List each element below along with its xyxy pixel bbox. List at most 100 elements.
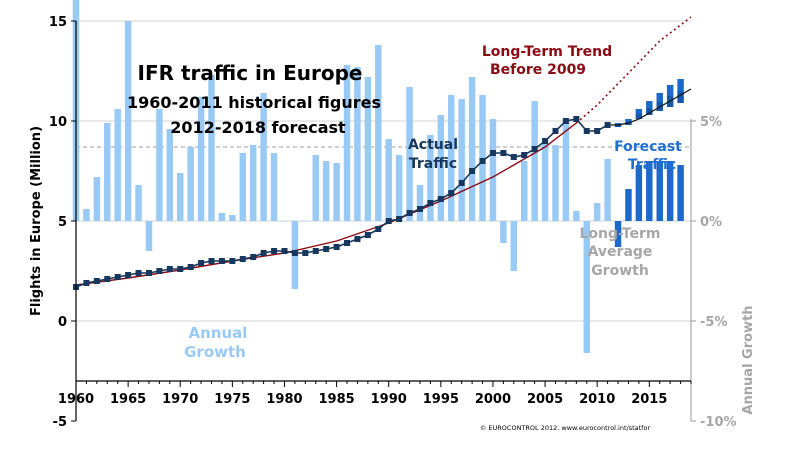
- actual-traffic-point: [218, 258, 225, 264]
- growth-bar: [364, 77, 372, 221]
- forecast-growth-bar: [635, 165, 643, 221]
- growth-bar: [562, 119, 570, 221]
- label-long-term-trend-2: Before 2009: [490, 62, 586, 78]
- actual-traffic-point: [354, 236, 361, 242]
- actual-traffic-point: [145, 270, 152, 276]
- traffic-lines: [73, 16, 692, 290]
- forecast-growth-bar: [646, 161, 653, 221]
- y-tick-label: 5: [58, 215, 67, 230]
- actual-traffic-point: [364, 232, 371, 238]
- growth-bar: [354, 67, 361, 221]
- actual-traffic-point: [489, 150, 496, 156]
- actual-traffic-point: [208, 258, 215, 264]
- actual-traffic-point: [562, 118, 569, 124]
- growth-bar: [416, 185, 424, 221]
- actual-traffic-point: [177, 266, 184, 272]
- actual-traffic-point: [583, 128, 590, 134]
- growth-bar: [135, 185, 142, 221]
- long-term-trend-line: [75, 122, 577, 286]
- actual-traffic-point: [604, 122, 611, 128]
- actual-traffic-point: [323, 246, 330, 252]
- actual-traffic-point: [302, 250, 309, 256]
- x-tick-label: 2015: [631, 392, 667, 407]
- growth-bar: [197, 97, 205, 221]
- actual-traffic-point: [542, 138, 549, 144]
- label-actual-1: Actual: [408, 137, 458, 153]
- actual-traffic-point: [114, 274, 121, 280]
- x-tick-label: 1965: [110, 392, 146, 407]
- actual-traffic-point: [406, 210, 413, 216]
- actual-traffic-point: [510, 154, 517, 160]
- y-tick-label-right: -5%: [700, 315, 727, 330]
- growth-bar: [468, 77, 476, 221]
- forecast-trend-line: [607, 88, 692, 126]
- growth-bar: [520, 161, 528, 221]
- growth-bar: [343, 65, 351, 221]
- chart-subtitle-2: 2012-2018 forecast: [170, 118, 346, 137]
- x-tick-label: 1980: [266, 392, 302, 407]
- forecast-low-block: [614, 125, 622, 127]
- long-term-trend-dotted: [575, 16, 692, 124]
- actual-traffic-point: [500, 150, 507, 156]
- growth-bar: [427, 135, 434, 221]
- growth-bar: [322, 161, 330, 221]
- growth-bar: [604, 159, 611, 221]
- growth-bar: [500, 221, 507, 243]
- label-annual-2: Growth: [184, 343, 246, 361]
- actual-traffic-point: [281, 248, 288, 254]
- actual-traffic-point: [552, 128, 559, 134]
- x-tick-label: 1975: [214, 392, 250, 407]
- growth-bar: [593, 203, 601, 221]
- y-tick-label-right: 5%: [700, 115, 722, 130]
- actual-traffic-point: [83, 280, 90, 286]
- y-tick-label: 10: [49, 115, 67, 130]
- actual-traffic-point: [521, 152, 528, 158]
- copyright-text: © EUROCONTROL 2012. www.eurocontrol.int/…: [480, 424, 651, 432]
- growth-bar: [145, 221, 153, 251]
- forecast-high-block: [656, 93, 663, 102]
- growth-bar: [239, 153, 247, 221]
- forecast-growth-bar: [625, 189, 632, 221]
- growth-bar: [218, 213, 226, 221]
- y-tick-label: 0: [58, 315, 67, 330]
- forecast-growth-bar: [666, 161, 674, 221]
- growth-bar: [333, 163, 340, 221]
- forecast-high-block: [625, 119, 632, 122]
- growth-bar: [385, 139, 392, 221]
- growth-bar: [489, 119, 497, 221]
- y-tick-label-right: -10%: [700, 415, 737, 430]
- growth-bar: [249, 145, 257, 221]
- actual-traffic-point: [333, 244, 340, 250]
- growth-bar: [260, 93, 267, 221]
- actual-traffic-point: [187, 264, 194, 270]
- growth-bar: [531, 101, 538, 221]
- actual-traffic-point: [427, 200, 434, 206]
- growth-bar: [93, 177, 101, 221]
- forecast-low-block: [635, 114, 643, 119]
- growth-bar: [312, 155, 319, 221]
- forecast-low-block: [677, 91, 684, 103]
- forecast-high-block: [614, 123, 622, 125]
- growth-bar: [156, 109, 163, 221]
- growth-bar: [114, 109, 121, 221]
- x-tick-label: 2005: [527, 392, 563, 407]
- actual-traffic-point: [375, 226, 382, 232]
- growth-bar: [281, 221, 288, 222]
- actual-traffic-point: [385, 218, 392, 224]
- x-tick-label: 1960: [58, 392, 94, 407]
- growth-bar: [395, 155, 403, 221]
- growth-bar: [437, 115, 445, 221]
- forecast-growth-bar: [614, 221, 622, 247]
- actual-traffic-point: [250, 254, 257, 260]
- actual-traffic-point: [594, 128, 601, 134]
- actual-traffic-point: [198, 260, 205, 266]
- actual-traffic-point: [416, 206, 423, 212]
- growth-bar: [541, 143, 549, 221]
- actual-traffic-point: [344, 240, 351, 246]
- growth-bar: [229, 215, 236, 221]
- actual-traffic-point: [271, 248, 278, 254]
- actual-traffic-point: [260, 250, 267, 256]
- growth-bar: [270, 153, 278, 221]
- growth-bar: [83, 209, 90, 221]
- x-tick-label: 1970: [162, 392, 198, 407]
